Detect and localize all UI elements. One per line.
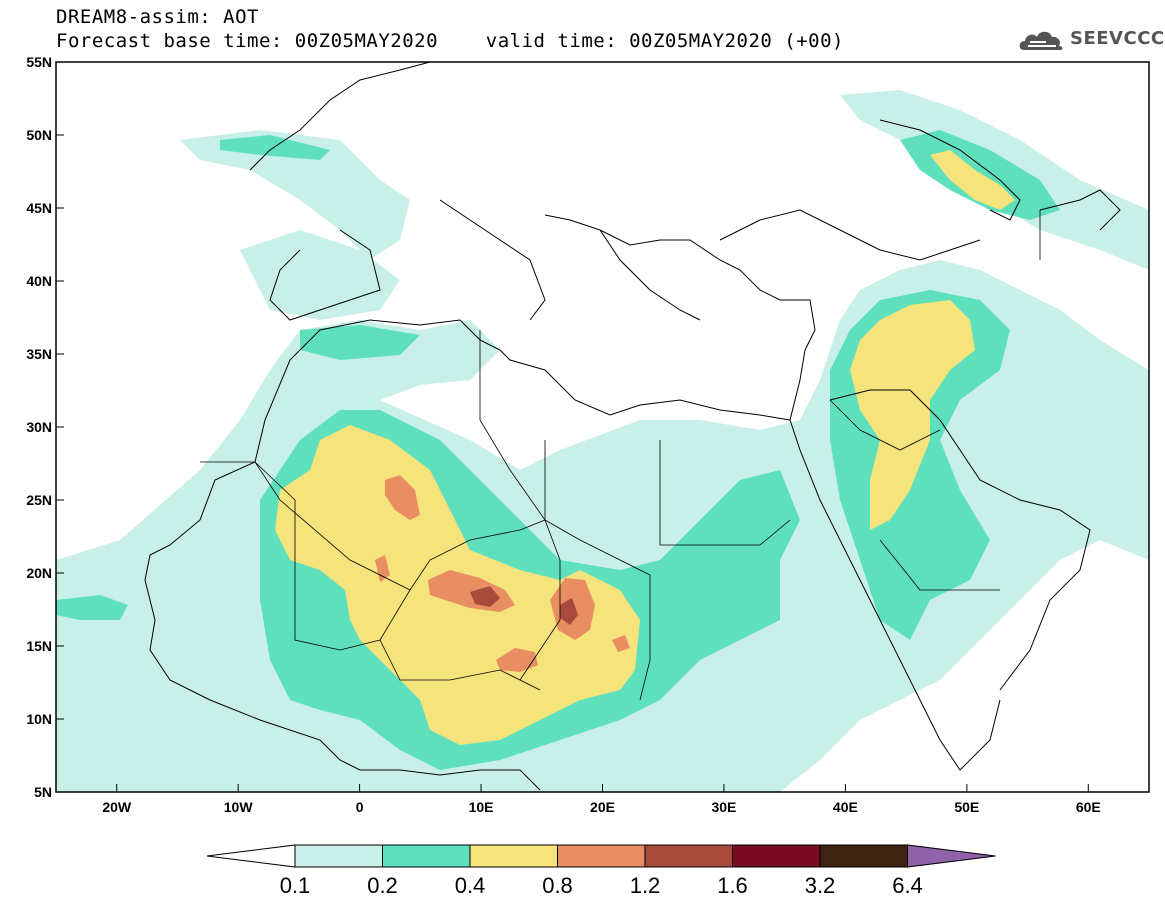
colorbar-over-triangle <box>907 844 996 868</box>
map-title: DREAM8-assim: AOT <box>56 6 259 28</box>
lon-tick-label: 30E <box>711 799 736 815</box>
colorbar-label: 1.6 <box>717 873 748 898</box>
coastlines <box>144 62 1121 791</box>
lat-tick-label: 5N <box>34 784 52 800</box>
lat-tick-label: 50N <box>26 127 52 143</box>
colorbar-boxes <box>206 844 996 868</box>
aot-contours <box>56 90 1149 792</box>
colorbar-box <box>557 844 646 868</box>
lon-tick-label: 20E <box>590 799 615 815</box>
lat-tick-label: 20N <box>26 565 52 581</box>
seevccc-logo: SEEVCCC <box>1070 28 1165 49</box>
lat-tick-label: 45N <box>26 200 52 216</box>
colorbar-label: 0.2 <box>367 873 398 898</box>
colorbar-label: 3.2 <box>805 873 836 898</box>
lat-tick-label: 35N <box>26 346 52 362</box>
colorbar-box <box>294 844 383 868</box>
lon-tick-label: 10E <box>469 799 494 815</box>
cloud-icon <box>1019 31 1063 50</box>
lon-tick-label: 0 <box>356 799 364 815</box>
lat-tick-label: 40N <box>26 273 52 289</box>
lon-tick-label: 20W <box>102 799 132 815</box>
colorbar-box <box>382 844 471 868</box>
lat-tick-labels: 5N 10N 15N 20N 25N 30N 35N 40N 45N 50N 55N <box>26 54 64 800</box>
colorbar-label: 6.4 <box>892 873 923 898</box>
lon-tick-label: 60E <box>1076 799 1101 815</box>
lon-tick-label: 10W <box>224 799 254 815</box>
lat-tick-label: 25N <box>26 492 52 508</box>
colorbar-box <box>732 844 821 868</box>
colorbar-label: 0.4 <box>455 873 486 898</box>
lat-tick-label: 55N <box>26 54 52 70</box>
lat-tick-label: 30N <box>26 419 52 435</box>
country-borders <box>200 210 1041 701</box>
colorbar-label: 0.8 <box>542 873 573 898</box>
colorbar-labels: 0.1 0.2 0.4 0.8 1.2 1.6 3.2 6.4 <box>280 873 923 898</box>
forecast-time-line: Forecast base time: 00Z05MAY2020 valid t… <box>56 30 844 52</box>
lon-tick-label: 50E <box>954 799 979 815</box>
colorbar-label: 1.2 <box>630 873 661 898</box>
lat-tick-label: 10N <box>26 711 52 727</box>
lat-tick-label: 15N <box>26 638 52 654</box>
colorbar-box <box>819 844 908 868</box>
colorbar-box <box>644 844 733 868</box>
colorbar-label: 0.1 <box>280 873 311 898</box>
lon-tick-labels: 20W 10W 0 10E 20E 30E 40E 50E 60E <box>102 784 1101 815</box>
colorbar-under-triangle <box>206 844 296 868</box>
colorbar-box <box>469 844 558 868</box>
lon-tick-label: 40E <box>833 799 858 815</box>
